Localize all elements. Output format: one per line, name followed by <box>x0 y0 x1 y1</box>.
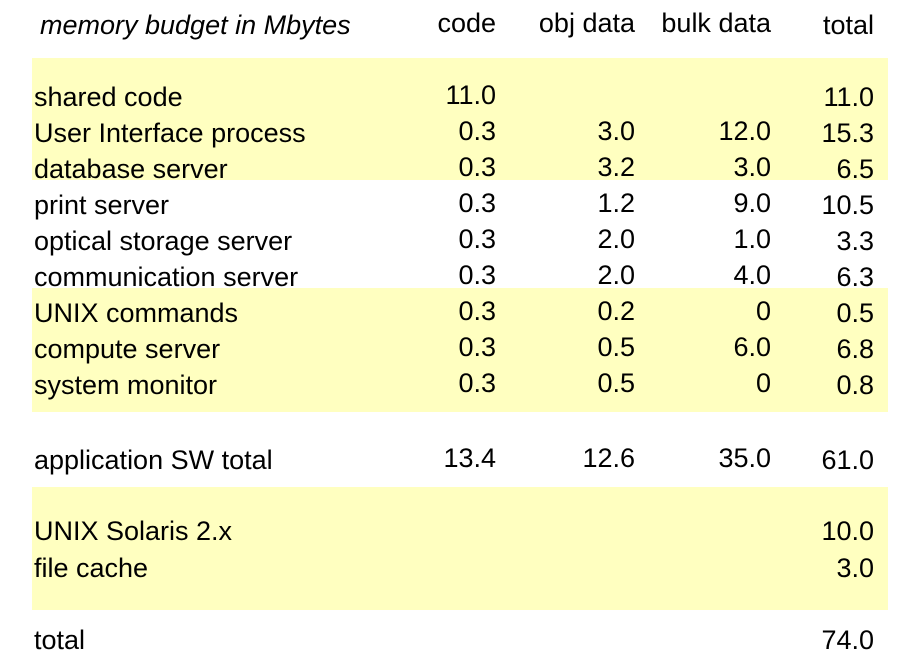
column-header-code: code <box>437 8 496 38</box>
cell-bulk-data: 0 <box>755 296 771 326</box>
cell-total: 0.5 <box>836 298 874 328</box>
cell-total: 6.5 <box>836 154 874 184</box>
highlight-band-unix-compute-monitor <box>32 288 888 412</box>
cell-total: 10.5 <box>821 190 874 220</box>
cell-code: 0.3 <box>458 296 496 326</box>
cell-total: 15.3 <box>821 118 874 148</box>
highlight-band-os-cache <box>32 487 888 610</box>
cell-total: 10.0 <box>821 516 874 546</box>
cell-obj-data: 0.5 <box>597 368 635 398</box>
row-label: UNIX Solaris 2.x <box>34 516 233 546</box>
cell-code: 11.0 <box>445 80 496 110</box>
subtotal-total: 61.0 <box>821 445 874 475</box>
cell-total: 6.8 <box>836 334 874 364</box>
grand-total-label: total <box>34 625 86 655</box>
cell-obj-data: 3.2 <box>597 152 635 182</box>
cell-total: 3.0 <box>836 553 874 583</box>
cell-code: 0.3 <box>458 224 496 254</box>
cell-obj-data: 1.2 <box>597 188 635 218</box>
cell-code: 0.3 <box>458 332 496 362</box>
cell-bulk-data: 0 <box>755 368 771 398</box>
table-title: memory budget in Mbytes <box>40 10 351 40</box>
cell-bulk-data: 6.0 <box>733 332 771 362</box>
cell-total: 0.8 <box>836 370 874 400</box>
cell-bulk-data: 12.0 <box>718 116 771 146</box>
row-label: UNIX commands <box>34 298 239 328</box>
subtotal-bulk-data: 35.0 <box>718 443 771 473</box>
cell-code: 0.3 <box>458 116 496 146</box>
cell-bulk-data: 4.0 <box>733 260 771 290</box>
column-header-bulk-data: bulk data <box>661 8 771 38</box>
row-label: User Interface process <box>34 118 306 148</box>
row-label: shared code <box>34 82 183 112</box>
column-header-obj-data: obj data <box>538 8 635 38</box>
subtotal-label: application SW total <box>34 445 273 475</box>
cell-code: 0.3 <box>458 188 496 218</box>
column-header-total: total <box>822 10 874 40</box>
subtotal-code: 13.4 <box>443 443 496 473</box>
cell-total: 6.3 <box>836 262 874 292</box>
cell-bulk-data: 1.0 <box>733 224 771 254</box>
row-label: compute server <box>34 334 221 364</box>
row-label: file cache <box>34 553 149 583</box>
cell-obj-data: 3.0 <box>597 116 635 146</box>
cell-obj-data: 0.2 <box>597 296 635 326</box>
highlight-band-shared-ui-db <box>32 58 888 180</box>
cell-bulk-data: 3.0 <box>733 152 771 182</box>
row-label: system monitor <box>34 370 218 400</box>
row-label: optical storage server <box>34 226 293 256</box>
cell-obj-data: 0.5 <box>597 332 635 362</box>
cell-total: 3.3 <box>836 226 874 256</box>
grand-total-value: 74.0 <box>821 625 874 655</box>
cell-total: 11.0 <box>823 82 874 112</box>
row-label: database server <box>34 154 228 184</box>
cell-code: 0.3 <box>458 260 496 290</box>
cell-code: 0.3 <box>458 368 496 398</box>
cell-bulk-data: 9.0 <box>733 188 771 218</box>
cell-obj-data: 2.0 <box>597 224 635 254</box>
subtotal-obj-data: 12.6 <box>582 443 635 473</box>
row-label: communication server <box>34 262 299 292</box>
cell-obj-data: 2.0 <box>597 260 635 290</box>
cell-code: 0.3 <box>458 152 496 182</box>
row-label: print server <box>34 190 170 220</box>
